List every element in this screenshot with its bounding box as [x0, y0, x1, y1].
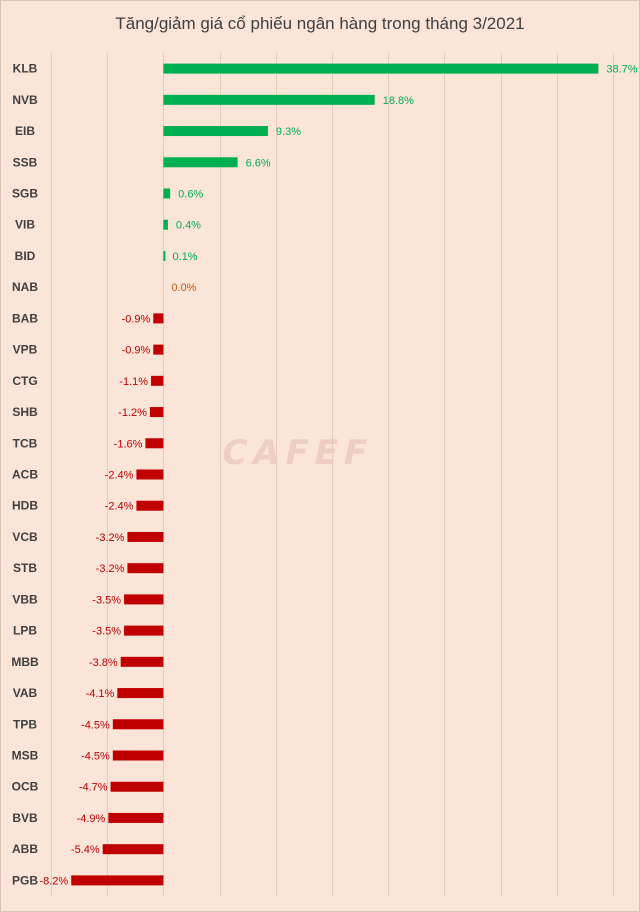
- data-label: -4.1%: [86, 688, 115, 700]
- chart-title: Tăng/giảm giá cổ phiếu ngân hàng trong t…: [115, 14, 525, 33]
- data-label: 0.4%: [176, 220, 201, 232]
- category-label: LPB: [13, 624, 37, 638]
- data-label: -2.4%: [105, 470, 134, 482]
- category-label: OCB: [12, 780, 39, 794]
- bar: [163, 63, 599, 74]
- bar: [145, 438, 164, 449]
- data-label: 0.0%: [171, 282, 196, 294]
- bar: [153, 313, 164, 324]
- category-label: KLB: [13, 62, 38, 76]
- category-label: SSB: [13, 155, 38, 169]
- category-label: VAB: [13, 686, 38, 700]
- data-label: -2.4%: [105, 501, 134, 513]
- bar: [117, 688, 164, 699]
- category-label: HDB: [12, 499, 38, 513]
- data-label: -4.9%: [77, 813, 106, 825]
- bar: [110, 781, 164, 792]
- category-label: NVB: [12, 93, 38, 107]
- bar: [163, 188, 171, 199]
- bar: [112, 750, 164, 761]
- data-label: -3.2%: [96, 563, 125, 575]
- data-label: -1.2%: [118, 407, 147, 419]
- category-label: ACB: [12, 468, 38, 482]
- bar: [163, 94, 375, 105]
- data-label: -3.2%: [96, 532, 125, 544]
- bar: [124, 625, 164, 636]
- category-label: BVB: [12, 811, 38, 825]
- bar: [124, 594, 164, 605]
- bar: [127, 563, 164, 574]
- bar: [127, 531, 164, 542]
- category-label: VCB: [12, 530, 38, 544]
- category-label: TPB: [13, 717, 37, 731]
- bar: [102, 844, 164, 855]
- bar: [136, 469, 164, 480]
- category-label: BAB: [12, 311, 38, 325]
- data-label: -8.2%: [39, 875, 68, 887]
- bar: [71, 875, 164, 886]
- category-label: STB: [13, 561, 37, 575]
- data-label: -3.5%: [92, 594, 121, 606]
- data-label: -5.4%: [71, 844, 100, 856]
- data-label: -3.8%: [89, 657, 118, 669]
- category-label: VIB: [15, 218, 35, 232]
- category-label: MBB: [11, 655, 39, 669]
- category-label: PGB: [12, 873, 38, 887]
- data-label: -4.7%: [79, 782, 108, 794]
- data-label: 6.6%: [246, 157, 271, 169]
- data-label: -0.9%: [122, 313, 151, 325]
- bar: [153, 344, 164, 355]
- bar: [163, 219, 168, 230]
- data-label: -4.5%: [81, 719, 110, 731]
- category-label: EIB: [15, 124, 35, 138]
- bar: [163, 250, 166, 261]
- data-label: -0.9%: [122, 345, 151, 357]
- category-label: ABB: [12, 842, 38, 856]
- category-label: VPB: [13, 343, 38, 357]
- data-label: 18.8%: [383, 95, 414, 107]
- category-label: MSB: [12, 749, 39, 763]
- data-label: -4.5%: [81, 751, 110, 763]
- category-label: BID: [15, 249, 36, 263]
- data-label: -3.5%: [92, 626, 121, 638]
- data-label: -1.6%: [114, 438, 143, 450]
- data-label: -1.1%: [119, 376, 148, 388]
- bar: [108, 812, 164, 823]
- data-label: 38.7%: [606, 64, 637, 76]
- data-label: 0.6%: [178, 189, 203, 201]
- bar: [151, 375, 164, 386]
- category-label: VBB: [12, 592, 38, 606]
- bar: [112, 719, 164, 730]
- bar: [136, 500, 164, 511]
- category-label: TCB: [13, 436, 38, 450]
- data-label: 9.3%: [276, 126, 301, 138]
- category-label: SGB: [12, 187, 38, 201]
- bar: [163, 126, 268, 137]
- category-label: CTG: [12, 374, 37, 388]
- data-label: 0.1%: [173, 251, 198, 263]
- bar: [149, 407, 164, 418]
- category-label: SHB: [12, 405, 38, 419]
- category-label: NAB: [12, 280, 38, 294]
- bar: [163, 157, 238, 168]
- bar: [120, 656, 164, 667]
